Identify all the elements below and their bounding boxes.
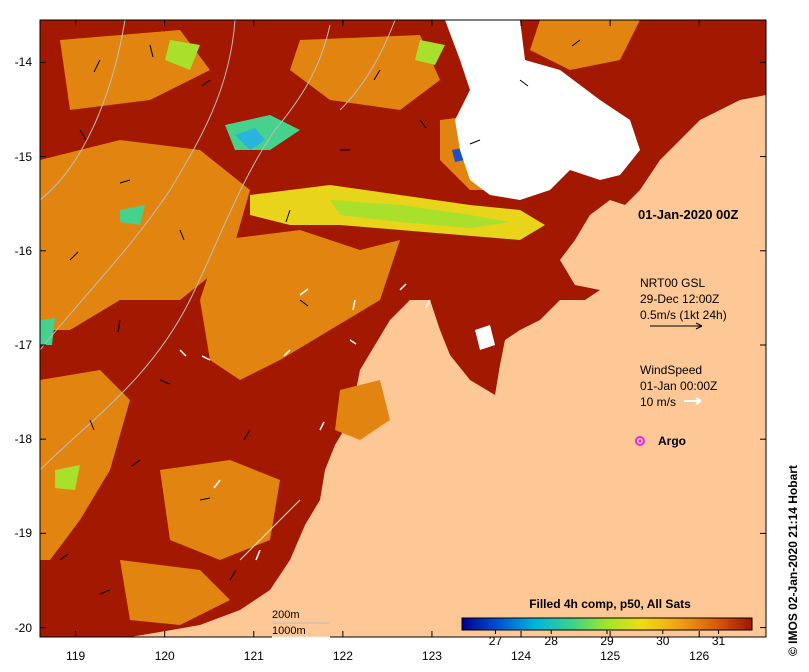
map-frame — [39, 19, 767, 638]
colorbar — [461, 617, 753, 631]
y-tick-label: -16 — [14, 243, 32, 258]
colorbar-tick-label: 31 — [711, 634, 726, 648]
ocean-sst-cool-band — [40, 40, 545, 490]
colorbar-tick-label: 27 — [488, 634, 503, 648]
map-title: 01-Jan-2020 00Z — [638, 207, 739, 222]
map-canvas — [40, 20, 766, 637]
colorbar-tick-label: 29 — [600, 634, 614, 648]
argo-legend-label: Argo — [658, 434, 686, 448]
current-scale-arrow — [650, 322, 703, 330]
wind-scale-arrow — [684, 397, 702, 405]
current-legend-scale: 0.5m/s (1kt 24h) — [640, 308, 727, 322]
wind-legend-label: WindSpeed — [640, 363, 703, 377]
bathymetry-contours — [40, 20, 396, 471]
axis-tick-marks — [40, 20, 766, 637]
colorbar-tick-marks — [494, 630, 720, 634]
x-tick-label: 126 — [689, 649, 710, 663]
x-tick-label: 121 — [243, 649, 264, 663]
x-tick-label: 119 — [66, 649, 86, 663]
cloud-mask — [445, 20, 640, 200]
argo-marker — [635, 436, 645, 446]
depth-200-label: 200m — [272, 609, 300, 621]
depth-1000-label: 1000m — [272, 625, 306, 637]
y-tick-label: -15 — [14, 149, 32, 164]
wind-vectors — [179, 283, 431, 561]
wind-legend-date: 01-Jan 00:00Z — [640, 379, 718, 393]
current-legend-date: 29-Dec 12:00Z — [640, 292, 720, 306]
credit-text: © IMOS 02-Jan-2020 21:14 Hobart — [786, 465, 800, 656]
current-vectors — [59, 39, 581, 595]
y-tick-label: -19 — [14, 526, 32, 541]
y-tick-label: -20 — [14, 620, 32, 635]
x-tick-label: 124 — [511, 649, 532, 663]
colorbar-title: Filled 4h comp, p50, All Sats — [529, 597, 691, 611]
bathymetry-contours-deep — [239, 499, 301, 561]
colorbar-tick-label: 28 — [544, 634, 558, 648]
wind-legend-scale: 10 m/s — [640, 395, 677, 409]
current-legend-label: NRT00 GSL — [640, 276, 706, 290]
y-tick-label: -18 — [14, 432, 32, 447]
x-tick-label: 123 — [421, 649, 442, 663]
x-tick-label: 122 — [332, 649, 353, 663]
depth-legend-lines — [272, 622, 330, 638]
colorbar-tick-label: 30 — [656, 634, 670, 648]
y-tick-label: -17 — [14, 337, 32, 352]
cloud-patch — [475, 325, 495, 350]
x-tick-label: 120 — [154, 649, 175, 663]
x-tick-label: 125 — [600, 649, 621, 663]
y-tick-label: -14 — [14, 55, 32, 70]
